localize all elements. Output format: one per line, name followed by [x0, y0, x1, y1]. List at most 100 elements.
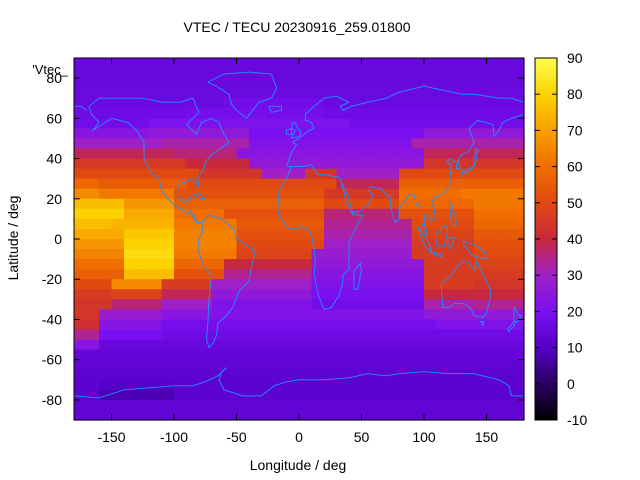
heatmap-cell [261, 299, 269, 310]
heatmap-cell [224, 319, 231, 331]
heatmap-cell [367, 168, 375, 180]
heatmap-cell [161, 198, 169, 210]
heatmap-cell [392, 178, 400, 190]
heatmap-cell [224, 158, 231, 170]
heatmap-cell [255, 188, 263, 200]
heatmap-cell [411, 68, 419, 79]
heatmap-cell [174, 168, 181, 180]
heatmap-cell [355, 178, 363, 190]
heatmap-cell [392, 78, 400, 89]
heatmap-cell [336, 289, 344, 300]
heatmap-cell [480, 319, 488, 331]
heatmap-cell [455, 78, 463, 89]
heatmap-cell [249, 188, 256, 200]
heatmap-cell [136, 399, 144, 411]
coastline [207, 71, 277, 119]
heatmap-cell [330, 88, 338, 99]
heatmap-cell [155, 198, 163, 210]
heatmap-cell [105, 319, 113, 331]
heatmap-cell [236, 78, 244, 89]
heatmap-cell [480, 108, 488, 119]
heatmap-cell [92, 188, 100, 200]
heatmap-cell [124, 329, 131, 341]
heatmap-cell [305, 188, 313, 200]
heatmap-cell [80, 208, 88, 220]
heatmap-cell [155, 68, 163, 79]
heatmap-cell [330, 389, 338, 401]
heatmap-cell [280, 259, 288, 270]
heatmap-cell [205, 68, 213, 79]
heatmap-cell [111, 158, 119, 170]
heatmap-cell [361, 279, 369, 290]
heatmap-cell [242, 359, 250, 371]
heatmap-cell [92, 208, 100, 220]
heatmap-cell [449, 389, 456, 401]
heatmap-cell [86, 128, 94, 140]
heatmap-cell [105, 168, 113, 180]
heatmap-cell [517, 289, 525, 300]
heatmap-cell [217, 58, 225, 69]
heatmap-cell [155, 309, 163, 321]
heatmap-cell [492, 178, 500, 190]
heatmap-cell [474, 128, 481, 140]
heatmap-cell [461, 218, 469, 230]
heatmap-cell [130, 58, 138, 69]
heatmap-cell [511, 409, 519, 421]
heatmap-cell [505, 409, 513, 421]
heatmap-cell [342, 138, 350, 150]
x-tick-label: -50 [226, 429, 246, 445]
heatmap-cell [205, 249, 213, 260]
heatmap-cell [399, 359, 406, 371]
heatmap-cell [142, 359, 150, 371]
heatmap-cell [186, 138, 194, 150]
heatmap-cell [249, 269, 256, 280]
heatmap-cell [361, 259, 369, 270]
heatmap-cell [274, 188, 281, 200]
heatmap-cell [436, 389, 444, 401]
heatmap-cell [261, 188, 269, 200]
heatmap-cell [324, 218, 331, 230]
heatmap-cell [217, 299, 225, 310]
heatmap-cell [430, 228, 438, 240]
heatmap-cell [442, 339, 450, 351]
heatmap-cell [136, 409, 144, 421]
heatmap-cell [267, 88, 275, 99]
heatmap-cell [324, 188, 331, 200]
heatmap-cell [249, 148, 256, 160]
heatmap-cell [330, 118, 338, 129]
heatmap-cell [330, 409, 338, 421]
heatmap-cell [111, 138, 119, 150]
heatmap-cell [249, 399, 256, 411]
heatmap-cell [486, 228, 494, 240]
heatmap-cell [355, 289, 363, 300]
heatmap-cell [417, 359, 425, 371]
heatmap-cell [180, 138, 188, 150]
heatmap-cell [342, 389, 350, 401]
heatmap-cell [267, 259, 275, 270]
heatmap-cell [224, 58, 231, 69]
heatmap-cell [299, 309, 306, 321]
heatmap-cell [399, 218, 406, 230]
heatmap-cell [174, 249, 181, 260]
heatmap-cell [480, 409, 488, 421]
heatmap-cell [436, 259, 444, 270]
heatmap-cell [211, 58, 219, 69]
heatmap-cell [349, 118, 356, 129]
heatmap-cell [511, 389, 519, 401]
heatmap-cell [517, 269, 525, 280]
heatmap-cell [199, 128, 206, 140]
heatmap-cell [355, 148, 363, 160]
heatmap-cell [336, 148, 344, 160]
heatmap-cell [292, 259, 300, 270]
heatmap-cell [467, 369, 475, 381]
heatmap-cell [455, 269, 463, 280]
heatmap-cell [505, 98, 513, 109]
heatmap-cell [311, 349, 319, 361]
heatmap-cell [86, 249, 94, 260]
heatmap-cell [486, 78, 494, 89]
heatmap-cell [317, 118, 325, 129]
heatmap-cell [86, 228, 94, 240]
heatmap-cell [417, 249, 425, 260]
heatmap-cell [480, 228, 488, 240]
heatmap-cell [486, 329, 494, 341]
